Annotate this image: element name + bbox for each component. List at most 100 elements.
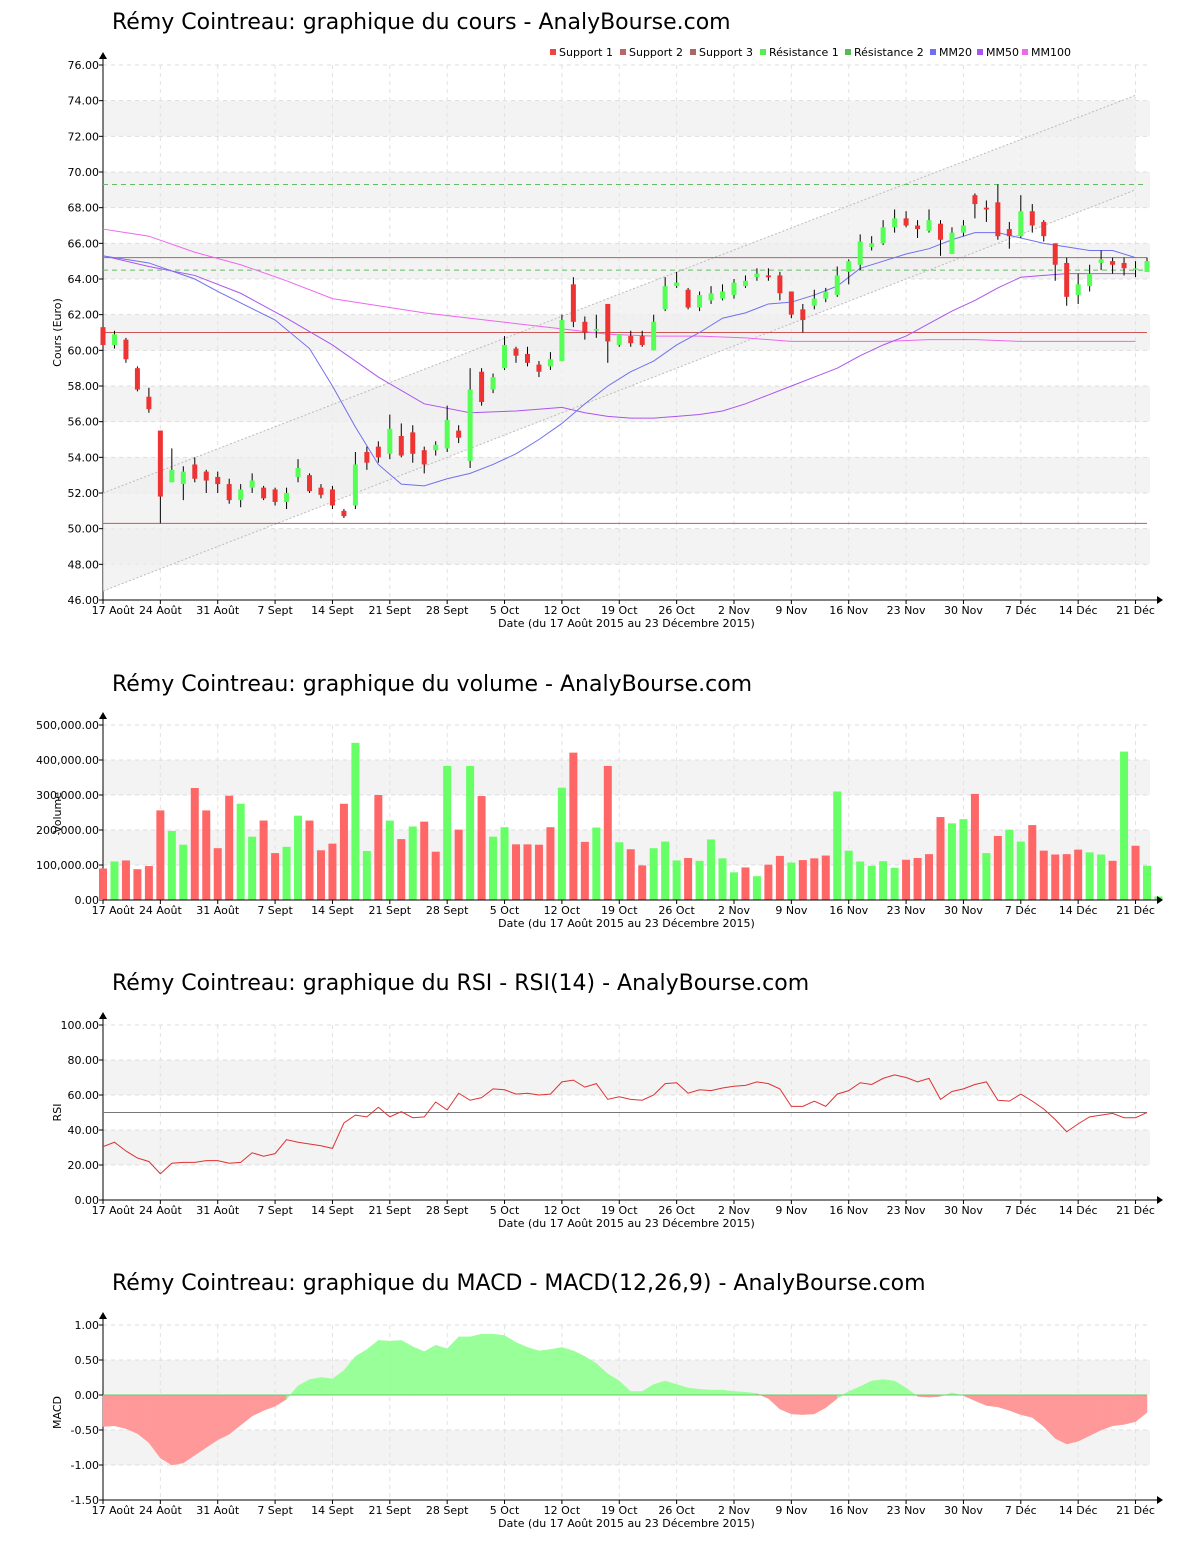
volume-bar (798, 860, 807, 900)
volume-bar (902, 859, 911, 900)
volume-bar (718, 858, 727, 900)
volume-bar (167, 831, 176, 900)
macd-area (458, 1336, 471, 1396)
candle (410, 432, 416, 454)
x-tick-label: 14 Déc (1059, 1204, 1098, 1217)
x-tick-label: 7 Sept (257, 904, 293, 917)
y-tick-label: 0.00 (75, 1389, 100, 1402)
x-tick-label: 28 Sept (426, 604, 469, 617)
rsi-chart-title: Rémy Cointreau: graphique du RSI - RSI(1… (112, 971, 810, 996)
candle (639, 336, 645, 345)
x-tick-label: 17 Août (92, 1504, 136, 1517)
x-tick-label: 26 Oct (658, 904, 695, 917)
volume-bar (775, 855, 784, 900)
candle (284, 493, 290, 502)
x-tick-label: 7 Sept (257, 1204, 293, 1217)
candle (777, 275, 783, 294)
candle (249, 480, 255, 488)
y-tick-label: 500,000.00 (36, 719, 99, 732)
volume-bar (546, 827, 555, 900)
candle (915, 225, 921, 230)
volume-bar (397, 839, 406, 900)
candle (318, 487, 324, 495)
y-tick-label: 52.00 (68, 487, 100, 500)
x-tick-label: 14 Sept (311, 604, 354, 617)
macd-area (825, 1394, 838, 1409)
macd-area (814, 1394, 827, 1415)
y-tick-label: 46.00 (68, 594, 100, 607)
x-tick-label: 14 Sept (311, 1504, 354, 1517)
x-tick-label: 21 Sept (369, 604, 412, 617)
volume-bar (328, 843, 337, 900)
macd-area (412, 1346, 425, 1396)
volume-bar (649, 848, 658, 900)
candle (295, 468, 301, 477)
volume-bar (833, 791, 842, 900)
macd-area (309, 1377, 322, 1396)
volume-bar (1062, 854, 1071, 900)
x-tick-label: 30 Nov (944, 604, 983, 617)
macd-area (1112, 1394, 1125, 1427)
volume-bar (741, 867, 750, 900)
mm50-line (102, 255, 1136, 419)
trend-channel-lower (102, 189, 1136, 592)
y-axis-label: MACD (51, 1396, 64, 1429)
y-tick-label: 68.00 (68, 202, 100, 215)
macd-area (768, 1394, 781, 1410)
y-tick-label: 50.00 (68, 523, 100, 536)
candle (421, 450, 427, 465)
background-band (103, 100, 1150, 137)
volume-bar (1120, 751, 1129, 900)
candle (742, 280, 748, 287)
x-tick-label: 16 Nov (829, 1204, 868, 1217)
legend-swatch (760, 49, 766, 55)
macd-area (1054, 1394, 1067, 1445)
legend-label: MM20 (939, 46, 972, 59)
y-tick-label: 40.00 (68, 1124, 100, 1137)
y-tick-label: 0.00 (75, 894, 100, 907)
y-axis-label: Volume (51, 792, 64, 833)
candle (937, 223, 943, 240)
volume-bar (626, 849, 635, 900)
volume-bar (684, 858, 693, 900)
x-tick-label: 2 Nov (718, 604, 750, 617)
x-tick-label: 19 Oct (601, 1504, 638, 1517)
candle (1098, 259, 1104, 263)
y-tick-label: 100.00 (61, 1019, 100, 1032)
x-tick-label: 2 Nov (718, 1204, 750, 1217)
candle (846, 261, 852, 272)
candle (547, 359, 553, 367)
x-axis-arrow (1157, 596, 1163, 604)
volume-bar (672, 860, 681, 900)
volume-bar (305, 820, 314, 900)
x-tick-label: 17 Août (92, 904, 136, 917)
volume-bar (947, 823, 956, 900)
x-tick-label: 26 Oct (658, 1504, 695, 1517)
candle (215, 476, 221, 485)
x-tick-label: 9 Nov (775, 1504, 807, 1517)
x-tick-label: 28 Sept (426, 1204, 469, 1217)
x-tick-label: 17 Août (92, 604, 136, 617)
macd-area (1009, 1394, 1022, 1415)
x-tick-label: 12 Oct (544, 1204, 581, 1217)
macd-area (871, 1379, 884, 1396)
y-axis-arrow (99, 52, 107, 59)
x-tick-label: 31 Août (196, 1504, 240, 1517)
volume-bar (190, 788, 199, 900)
candle (1052, 243, 1058, 265)
mm20-line (102, 232, 1136, 487)
macd-area (435, 1344, 448, 1396)
candle (387, 428, 393, 454)
y-axis-label: RSI (51, 1104, 64, 1122)
y-axis-arrow (99, 1312, 107, 1319)
volume-bar (523, 844, 532, 900)
x-tick-label: 21 Sept (369, 1504, 412, 1517)
candle (490, 377, 496, 390)
volume-bar (959, 819, 968, 900)
macd-area (481, 1333, 494, 1396)
candle (1006, 229, 1012, 237)
candle (1087, 273, 1093, 287)
candle (261, 487, 267, 499)
macd-area (561, 1347, 574, 1396)
legend-label: Support 1 (559, 46, 613, 59)
